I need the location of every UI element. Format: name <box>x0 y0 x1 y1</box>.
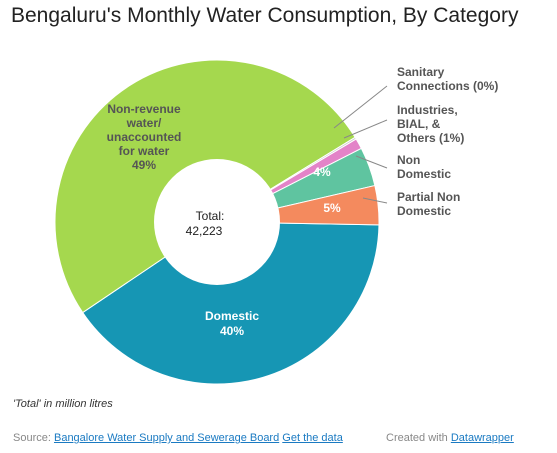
chart-title: Bengaluru's Monthly Water Consumption, B… <box>11 4 519 27</box>
created-with: Created with Datawrapper <box>386 432 514 444</box>
ext-label-non-domestic: Non Domestic <box>397 153 451 181</box>
get-data-link[interactable]: Get the data <box>282 432 343 444</box>
ext-label-sanitary-connections: Sanitary Connections (0%) <box>397 65 498 93</box>
source-link[interactable]: Bangalore Water Supply and Sewerage Boar… <box>53 432 280 444</box>
ext-label-partial-non-domestic: Partial Non Domestic <box>397 190 460 218</box>
donut-hole <box>154 159 280 285</box>
slice-label-domestic: Domestic 40% <box>205 309 259 338</box>
leader-line-non-domestic <box>355 155 388 169</box>
slice-domestic <box>82 221 380 385</box>
center-label: Total: <box>196 209 225 223</box>
leader-line-partial-non-domestic <box>362 197 388 204</box>
created-with-text: Created with <box>386 432 448 444</box>
labels-group: Domestic 40% Non-revenue water/unaccounted f… <box>107 65 499 338</box>
leader-lines-group <box>333 85 388 204</box>
slice-label-non-revenue-water: Non-revenue water/unaccounted for water 49% <box>107 102 182 172</box>
datawrapper-link[interactable]: Datawrapper <box>450 432 514 444</box>
slice-value-partial-non-domestic: 5% <box>323 201 341 215</box>
slice-value-non-domestic: 4% <box>313 165 331 179</box>
units-note: 'Total' in million litres <box>13 398 113 410</box>
footer: Source: Bangalore Water Supply and Sewer… <box>13 432 543 444</box>
ext-label-industries: Industries, BIAL, & Others (1%) <box>397 103 464 145</box>
center-value: 42,223 <box>186 224 223 238</box>
leader-line-industries <box>343 119 388 139</box>
source-prefix: Source: <box>13 432 51 444</box>
leader-line-sanitary <box>333 85 388 129</box>
